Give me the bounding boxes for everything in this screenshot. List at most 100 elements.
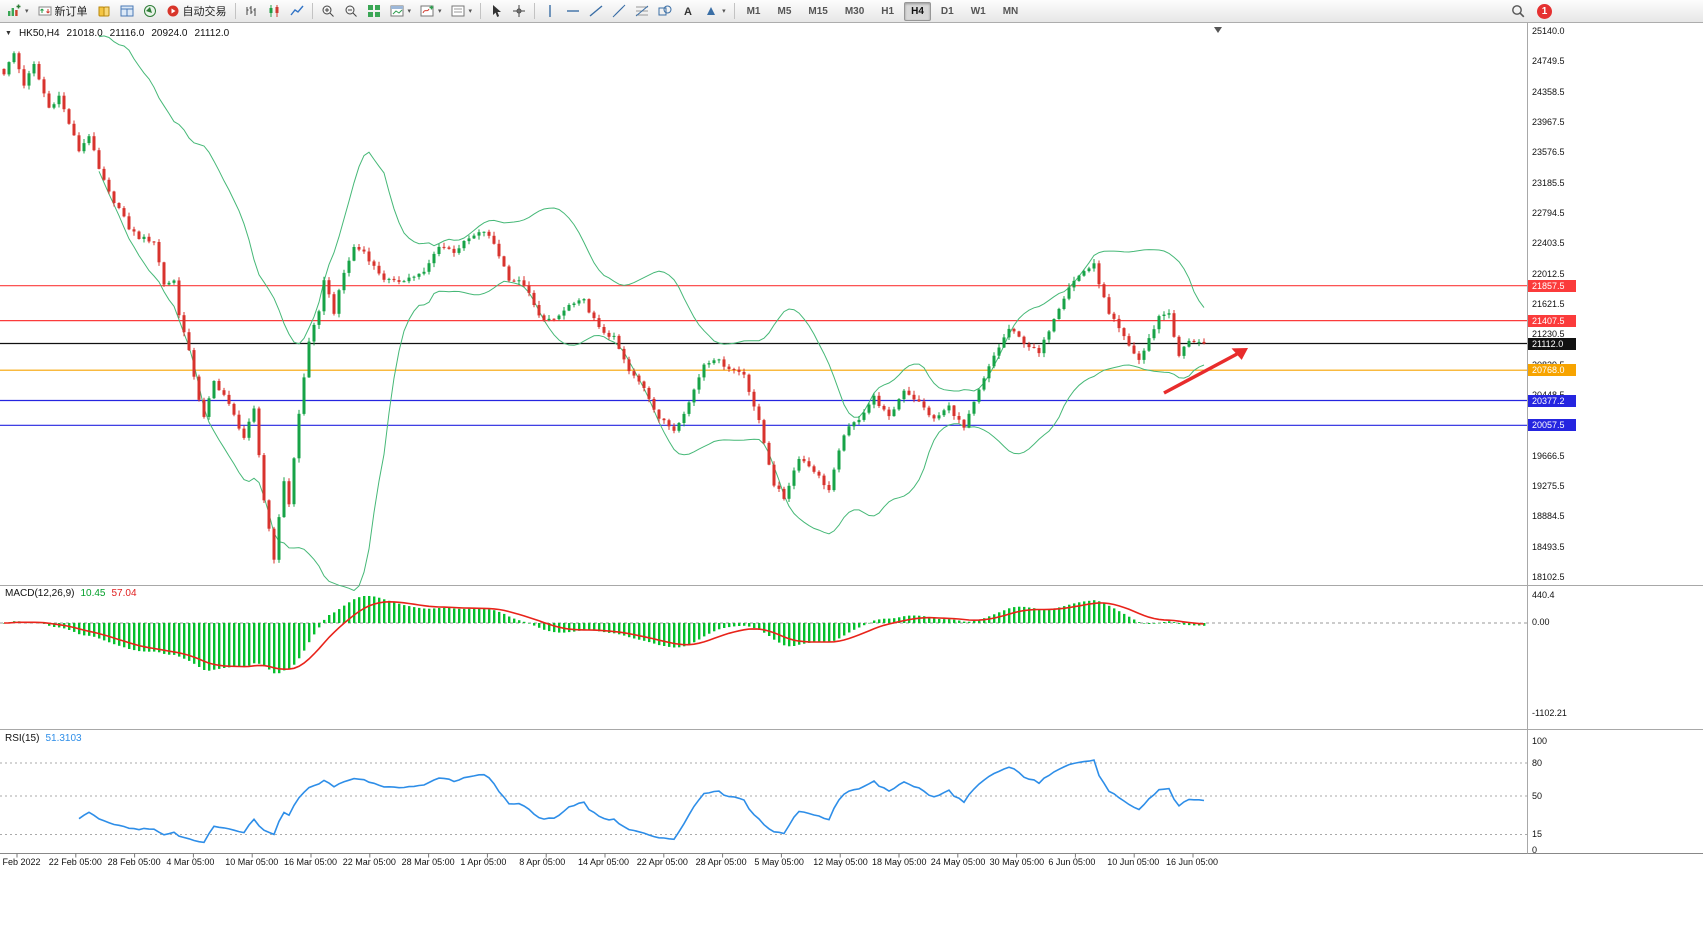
dropdown-arrow-icon[interactable]: ▾ [25,8,29,15]
navigator-button[interactable] [139,1,161,21]
timeframe-mn-button[interactable]: MN [1002,5,1019,17]
cursor-button[interactable] [485,1,507,21]
dropdown-arrow-icon[interactable]: ▾ [468,8,473,15]
order-icon [38,6,52,16]
timeframe-h4-button[interactable]: H4 [904,1,931,21]
timeframe-w1-button[interactable]: W1 [970,5,986,17]
up-trend-arrow[interactable] [1163,348,1248,395]
rsi-name: RSI(15) [5,733,40,744]
bollinger-upper-band [98,35,1205,418]
chart-window-icon [390,5,404,17]
line-chart-button[interactable] [286,1,308,21]
bollinger-lower-band [98,171,1205,592]
toolbar-separator [534,3,536,19]
templates-button[interactable]: ▾ [447,1,477,21]
new-order-button[interactable]: 新订单 [34,1,92,21]
candlesticks [2,51,1206,564]
macd-histogram [3,596,1206,674]
bar-chart-button[interactable] [240,1,262,21]
macd-name: MACD(12,26,9) [5,588,75,599]
trend-icon [589,5,603,17]
dropdown-arrow-icon[interactable]: ▾ [438,8,442,15]
symbol-timeframe-label: HK50,H4 [18,28,60,39]
vline-icon [549,5,551,17]
zoom-out-button[interactable] [340,1,362,21]
notification-badge[interactable]: 1 [1537,3,1552,19]
timeframe-d1-button[interactable]: D1 [940,5,954,17]
data-window-button[interactable] [116,1,138,21]
ohlc-close: 21112.0 [194,28,230,39]
timeframe-m1-button[interactable]: M1 [746,5,761,17]
shapes-icon [658,5,672,16]
macd-signal-value: 57.04 [111,588,137,599]
macd-main-value: 10.45 [80,588,106,599]
indicators-button[interactable]: ▾ [416,1,446,21]
search-button[interactable] [1507,1,1529,21]
timeframe-m15-button[interactable]: M15 [808,5,828,17]
indicator-icon [420,5,434,17]
bars-icon [246,6,256,16]
macd-indicator-label: MACD(12,26,9) 10.45 57.04 [5,588,137,599]
timeframe-m30-button[interactable]: M30 [844,5,865,17]
fibonacci-button[interactable] [631,1,653,21]
ohlc-high: 21116.0 [109,28,145,39]
toolbar-right-group: 1 [1507,1,1552,21]
candles-icon [269,5,279,17]
toolbar: ▾ 新订单 自动交易 ▾ ▾ ▾ A ▾ M1 M5 M15 M30 H1 H4 D1 W1 MN 1 [0,0,1703,23]
toolbar-separator [311,3,313,19]
auto-trading-button-label: 自动交易 [182,6,227,18]
arrange-charts-button[interactable]: ▾ [386,1,416,21]
rsi-indicator-label: RSI(15) 51.3103 [5,733,82,744]
shapes-button[interactable] [654,1,676,21]
crosshair-button[interactable] [508,1,530,21]
dropdown-arrow-icon[interactable]: ▾ [407,8,412,15]
arrow-objects-button[interactable]: ▾ [700,1,730,21]
trendline-button[interactable] [585,1,607,21]
toolbar-separator [733,3,735,19]
rsi-line [78,759,1205,844]
auto-trading-button[interactable]: 自动交易 [162,1,231,21]
new-order-button-label: 新订单 [54,6,88,18]
dropdown-arrow-icon[interactable]: ▾ [722,8,726,15]
timeframe-m5-button[interactable]: M5 [777,5,792,17]
chart-plus-icon [8,4,21,16]
channel-icon [612,4,626,18]
macd-signal-line [3,600,1205,671]
window-icon [120,5,134,17]
market-watch-button[interactable] [93,1,115,21]
fibo-icon [635,5,649,17]
equidistant-channel-button[interactable] [608,1,630,21]
new-chart-button[interactable]: ▾ [3,1,33,21]
compass-icon [143,5,156,17]
toolbar-separator [480,3,482,19]
hline-icon [567,10,580,12]
chart-ohlc-header: ▼ HK50,H4 21018.0 21116.0 20924.0 21112.… [5,28,229,39]
text-icon: A [684,6,692,18]
line-icon [289,5,304,16]
svg-text:A: A [684,6,692,18]
horizontal-line-button[interactable] [562,1,584,21]
zoom-in-icon [322,5,334,17]
chart-shift-marker-icon[interactable] [1214,27,1222,33]
tile-windows-button[interactable] [363,1,385,21]
template-icon [451,5,465,17]
search-icon [1512,5,1525,18]
text-label-button[interactable]: A [677,1,699,21]
candlestick-chart-button[interactable] [263,1,285,21]
ohlc-low: 20924.0 [151,28,188,39]
arrows-icon [707,7,716,15]
timeframe-h1-button[interactable]: H1 [881,5,895,17]
book-icon [98,6,110,17]
zoom-in-button[interactable] [317,1,339,21]
tile-icon [367,5,380,17]
vertical-line-button[interactable] [539,1,561,21]
collapse-triangle-icon[interactable]: ▼ [5,30,12,37]
crosshair-icon [513,5,526,17]
rsi-value: 51.3103 [45,733,82,744]
toolbar-separator [234,3,236,19]
play-red-icon [167,5,179,17]
cursor-icon [493,5,502,17]
zoom-out-icon [345,5,357,17]
ohlc-open: 21018.0 [66,28,103,39]
